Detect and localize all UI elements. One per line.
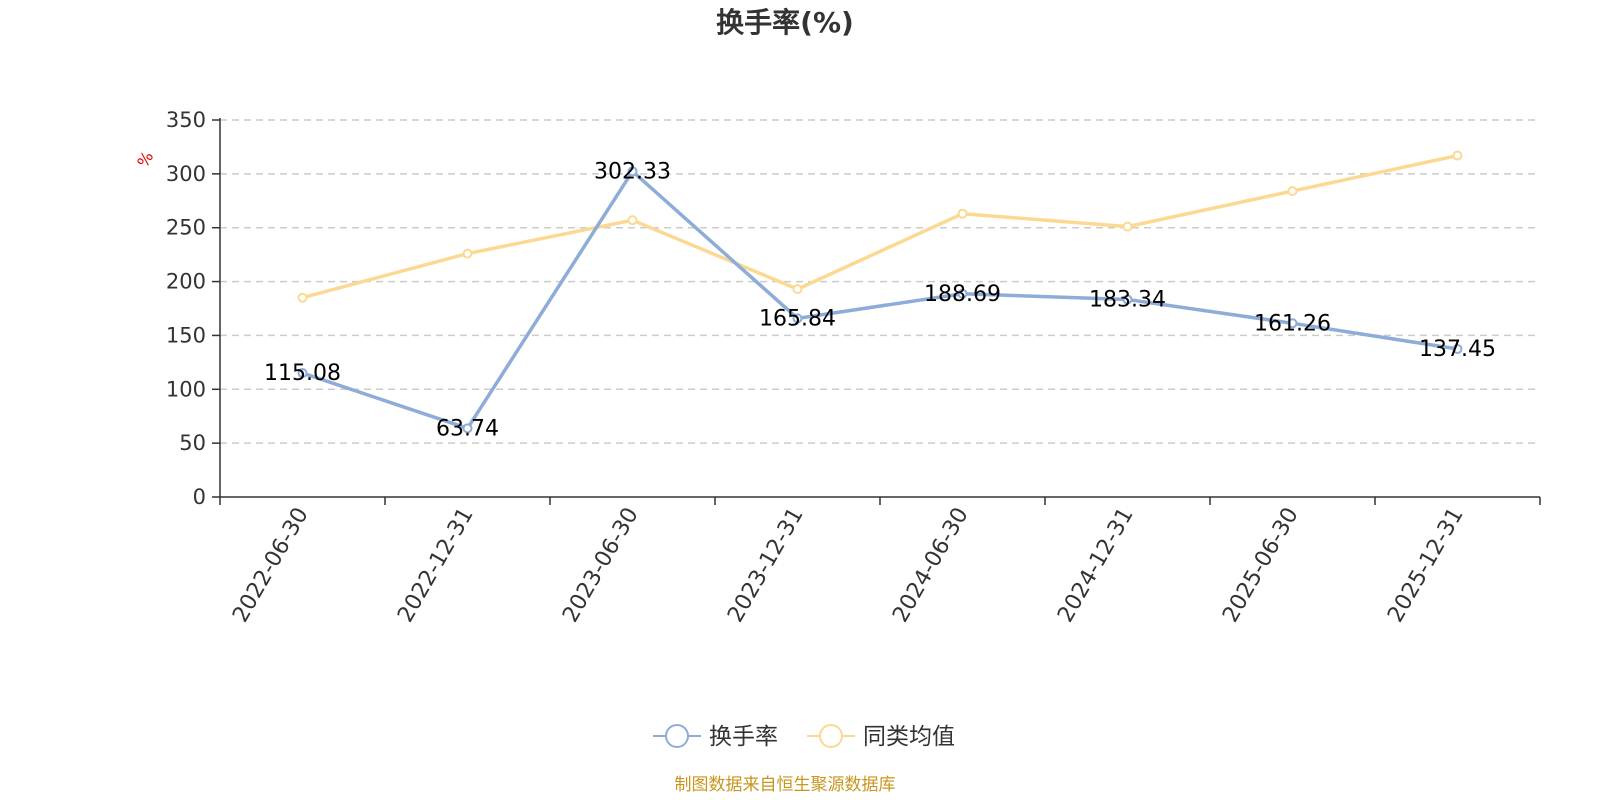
x-tick-label: 2023-06-30 — [558, 504, 644, 627]
y-tick-label: 350 — [166, 108, 206, 132]
legend-label: 同类均值 — [863, 724, 955, 750]
y-tick-label: 100 — [166, 377, 206, 401]
legend-marker-0 — [665, 724, 689, 748]
series-point-1 — [462, 248, 473, 259]
y-tick-label: 50 — [179, 431, 206, 455]
source-note: 制图数据来自恒生聚源数据库 — [675, 775, 896, 795]
data-label: 63.74 — [436, 416, 499, 441]
data-label: 302.33 — [594, 159, 671, 184]
series-point-0 — [1287, 318, 1298, 329]
series-point-1 — [627, 215, 638, 226]
chart-title: 换手率(%) — [716, 6, 854, 39]
data-label: 137.45 — [1419, 337, 1496, 362]
x-tick-label: 2022-06-30 — [228, 504, 314, 627]
series-point-0 — [627, 166, 638, 177]
series-point-0 — [1452, 343, 1463, 354]
data-label: 188.69 — [924, 282, 1001, 307]
y-tick-label: 200 — [166, 270, 206, 294]
series-point-0 — [792, 313, 803, 324]
series-point-0 — [957, 288, 968, 299]
legend-label: 换手率 — [709, 724, 778, 750]
y-tick-label: 150 — [166, 323, 206, 347]
y-tick-label: 300 — [166, 162, 206, 186]
data-label: 115.08 — [264, 361, 341, 386]
data-label-layer: 115.08 63.74 302.33 165.84 188.69 183.34 161.2… — [264, 159, 1496, 441]
data-label: 161.26 — [1254, 311, 1331, 336]
series-point-1 — [1287, 186, 1298, 197]
axis-layer: 0 50 100 150 200 250 300 350 2022-06-30 2022-12-3… — [166, 108, 1541, 627]
legend: 换手率 同类均值 — [653, 724, 955, 750]
legend-marker-1 — [819, 724, 843, 748]
series-point-1 — [297, 292, 308, 303]
y-tick-label: 0 — [193, 485, 206, 509]
series-line-0 — [301, 169, 1458, 431]
series-point-1 — [792, 284, 803, 295]
series-point-1 — [957, 208, 968, 219]
data-label: 165.84 — [759, 306, 836, 331]
series-point-0 — [462, 423, 473, 434]
x-tick-label: 2023-12-31 — [723, 504, 809, 627]
series-point-0 — [1122, 294, 1133, 305]
series-point-1 — [1122, 221, 1133, 232]
series-line-1 — [302, 153, 1458, 300]
data-label: 183.34 — [1089, 288, 1166, 313]
series-point-0 — [297, 368, 308, 379]
x-tick-label: 2022-12-31 — [393, 504, 479, 627]
x-tick-label: 2024-06-30 — [888, 504, 974, 627]
grid-layer — [220, 119, 1540, 444]
x-tick-label: 2025-06-30 — [1218, 504, 1304, 627]
y-tick-label: 250 — [166, 216, 206, 240]
series-layer — [297, 150, 1463, 434]
y-axis-unit-label: % — [133, 148, 157, 171]
x-tick-label: 2024-12-31 — [1053, 504, 1139, 627]
x-tick-label: 2025-12-31 — [1383, 504, 1469, 627]
series-point-1 — [1452, 150, 1463, 161]
